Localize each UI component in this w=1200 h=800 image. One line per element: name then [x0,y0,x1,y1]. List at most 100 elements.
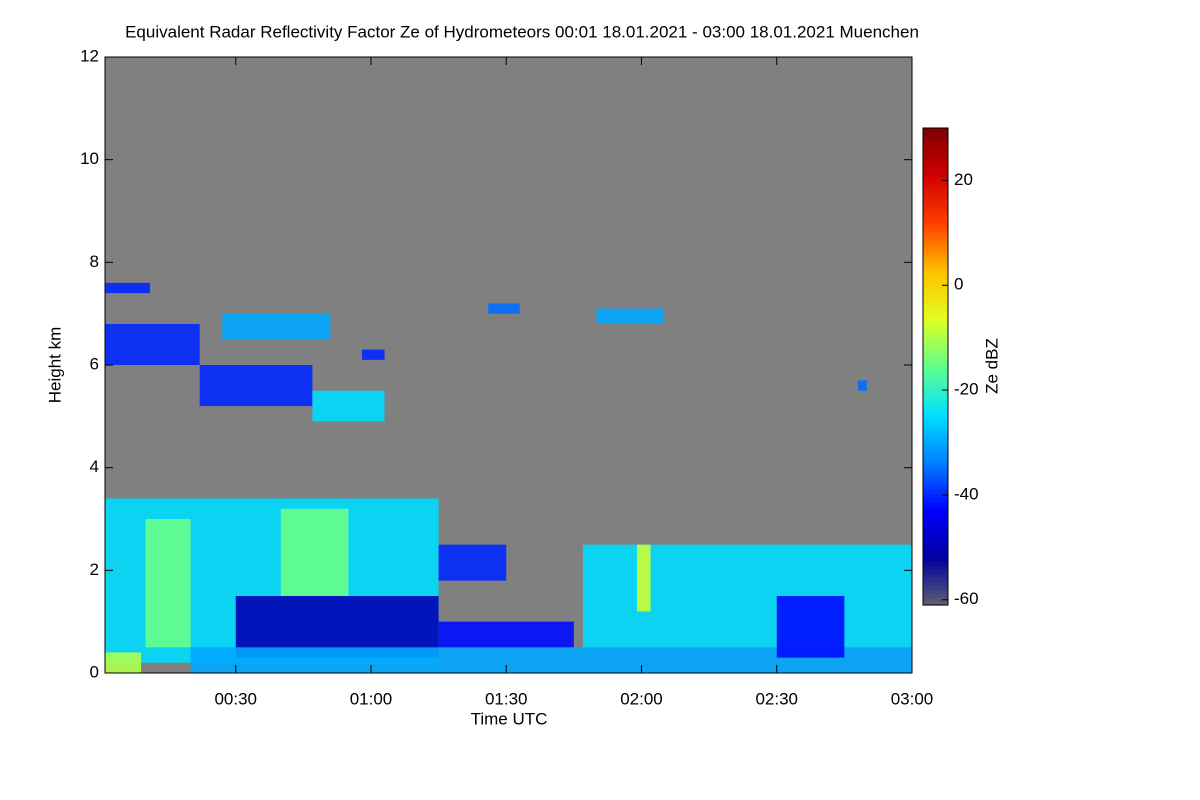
colorbar-tick-label: -60 [954,589,979,608]
colorbar-tick-label: 0 [954,275,963,294]
colorbar-segment [923,394,948,399]
colorbar-segment [923,537,948,542]
colorbar-segment [923,386,948,391]
colorbar-tick-label: -20 [954,380,979,399]
colorbar-segment [923,430,948,435]
colorbar-segment [923,553,948,558]
colorbar-segment [923,163,948,169]
colorbar-segment [923,426,948,431]
colorbar-segment [923,362,948,368]
colorbar-segment [923,310,948,316]
y-axis-label: Height km [45,327,64,404]
y-tick-label: 0 [90,662,99,681]
x-tick-label: 01:30 [485,689,528,708]
y-tick-label: 8 [90,252,99,271]
colorbar-segment [923,346,948,352]
colorbar-segment [923,314,948,320]
colorbar-segment [923,342,948,348]
colorbar-segment [923,243,948,248]
echo-region [438,544,507,581]
echo-region [145,519,191,648]
colorbar-segment [923,493,948,499]
colorbar-segment [923,231,948,236]
colorbar-segment [923,585,948,590]
x-tick-label: 02:30 [755,689,798,708]
colorbar-segment [923,247,948,252]
colorbar-segment [923,179,948,185]
colorbar-segment [923,461,948,467]
colorbar-segment [923,406,948,411]
colorbar-segment [923,287,948,292]
colorbar-segment [923,358,948,364]
colorbar-segment [923,219,948,224]
colorbar-segment [923,378,948,383]
colorbar-segment [923,263,948,268]
colorbar-segment [923,318,948,324]
echo-region [312,390,385,422]
y-tick-label: 12 [80,46,99,65]
colorbar-segment [923,561,948,566]
colorbar-segment [923,159,948,165]
echo-region [596,308,665,324]
echo-region [105,323,200,365]
colorbar-segment [923,517,948,523]
y-tick-label: 6 [90,354,99,373]
colorbar-segment [923,298,948,304]
echo-region [280,508,349,596]
colorbar-segment [923,338,948,344]
colorbar-segment [923,175,948,181]
colorbar-segment [923,465,948,471]
colorbar-segment [923,195,948,201]
colorbar-frame [922,127,949,606]
colorbar-segment [923,418,948,423]
colorbar-segment [923,390,948,395]
colorbar-segment [923,306,948,312]
colorbar-segment [923,366,948,372]
colorbar-segment [923,449,948,455]
colorbar-segment [923,290,948,296]
colorbar-segment [923,330,948,336]
colorbar-label: Ze dBZ [982,338,1001,394]
colorbar-segment [923,481,948,487]
colorbar-segment [923,513,948,519]
colorbar-segment [923,593,948,598]
colorbar-segment [923,577,948,582]
echo-region [488,303,520,314]
colorbar-segment [923,215,948,221]
colorbar-segment [923,557,948,562]
colorbar-segment [923,151,948,157]
colorbar-segment [923,438,948,443]
colorbar-segment [923,414,948,419]
colorbar-segment [923,255,948,260]
colorbar-segment [923,565,948,570]
x-tick-label: 01:00 [350,689,393,708]
x-tick-label: 00:30 [214,689,257,708]
colorbar-segment [923,155,948,161]
colorbar-segment [923,183,948,189]
colorbar-segment [923,509,948,515]
colorbar-segment [923,525,948,531]
colorbar-segment [923,143,948,149]
colorbar-segment [923,294,948,300]
colorbar-segment [923,382,948,387]
colorbar-segment [923,374,948,380]
y-tick-label: 10 [80,149,99,168]
colorbar-tick-label: 20 [954,170,973,189]
colorbar-segment [923,410,948,415]
colorbar-segment [923,529,948,535]
colorbar-segment [923,239,948,244]
colorbar-segment [923,128,948,133]
colorbar-segment [923,505,948,511]
echo-region [582,544,912,648]
echo-region [361,349,385,360]
colorbar-segment [923,203,948,209]
echo-region [222,313,331,340]
colorbar-segment [923,434,948,439]
colorbar-segment [923,545,948,550]
colorbar-segment [923,227,948,232]
echo-region [438,621,574,648]
colorbar-segment [923,171,948,177]
colorbar-segment [923,191,948,197]
colorbar-segment [923,326,948,332]
